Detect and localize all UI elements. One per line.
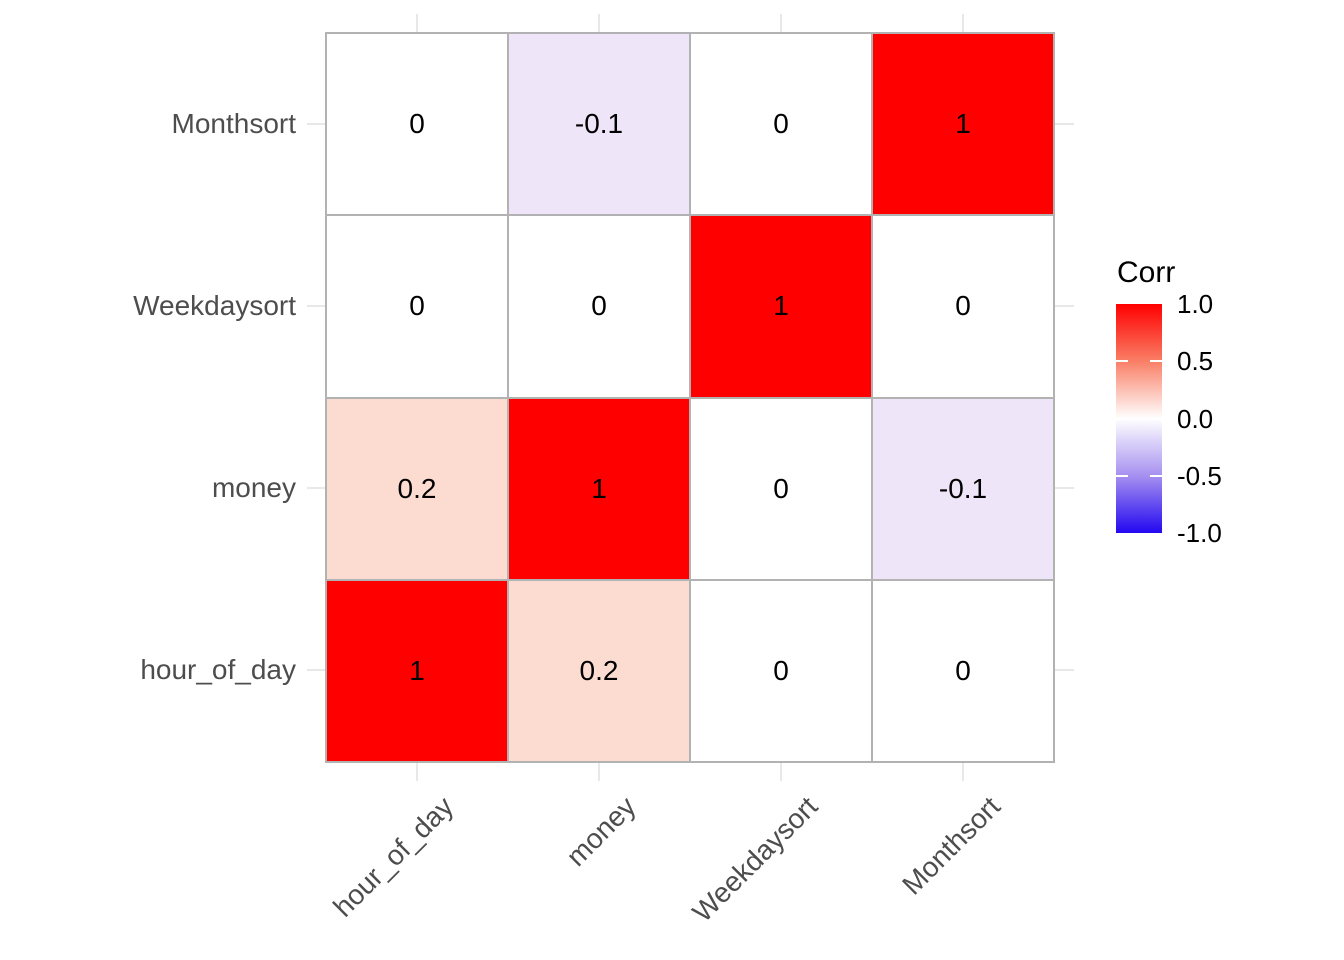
legend-tick-label: -0.5 xyxy=(1177,460,1222,491)
legend-tick-label: 1.0 xyxy=(1177,289,1214,319)
x-axis-label: Weekdaysort xyxy=(686,790,824,928)
heatmap-cell: -0.1 xyxy=(509,34,689,215)
heatmap-cell: 0 xyxy=(327,34,507,215)
heatmap-grid: 0 -0.1 0 1 0 0 1 0 0.2 1 0 -0.1 1 0.2 0 0 xyxy=(325,32,1055,763)
legend-bar-tick xyxy=(1116,360,1128,363)
x-axis-label: hour_of_day xyxy=(327,790,460,923)
heatmap-cell: 1 xyxy=(873,34,1053,215)
legend-bar-tick xyxy=(1150,474,1162,477)
y-axis-label: Monthsort xyxy=(171,108,297,139)
heatmap-cell: 0 xyxy=(327,216,507,397)
heatmap-cell: 1 xyxy=(691,216,871,397)
heatmap-cell: 0.2 xyxy=(509,580,689,761)
heatmap-cell: 0 xyxy=(873,216,1053,397)
legend-tick-label: 0.5 xyxy=(1177,346,1214,377)
legend-bar-tick xyxy=(1116,417,1128,420)
legend-bar-tick xyxy=(1150,360,1162,363)
y-axis-label: hour_of_day xyxy=(140,654,296,685)
heatmap-cell: 0 xyxy=(691,580,871,761)
plot-panel: 0 -0.1 0 1 0 0 1 0 0.2 1 0 -0.1 1 0.2 0 0 xyxy=(307,14,1074,781)
legend-gradient-bar xyxy=(1116,304,1162,533)
heatmap-cell: 0 xyxy=(691,398,871,579)
legend-tick-label: -1.0 xyxy=(1177,518,1222,548)
heatmap-cell: 0 xyxy=(509,216,689,397)
legend-bar-tick xyxy=(1116,474,1128,477)
x-axis-label: Monthsort xyxy=(895,790,1006,901)
heatmap-cell: 0.2 xyxy=(327,398,507,579)
y-axis-label: money xyxy=(211,472,296,503)
legend-tick-label: 0.0 xyxy=(1177,403,1214,434)
x-axis-label: money xyxy=(560,790,642,873)
colorbar-legend: Corr 1.0 0.5 0.0 -0.5 -1.0 xyxy=(1100,240,1344,570)
y-axis-label: Weekdaysort xyxy=(133,290,296,321)
heatmap-cell: 1 xyxy=(327,580,507,761)
heatmap-cell: 0 xyxy=(873,580,1053,761)
heatmap-cell: -0.1 xyxy=(873,398,1053,579)
legend-bar-tick xyxy=(1150,417,1162,420)
heatmap-cell: 1 xyxy=(509,398,689,579)
heatmap-cell: 0 xyxy=(691,34,871,215)
legend-title: Corr xyxy=(1117,256,1176,289)
